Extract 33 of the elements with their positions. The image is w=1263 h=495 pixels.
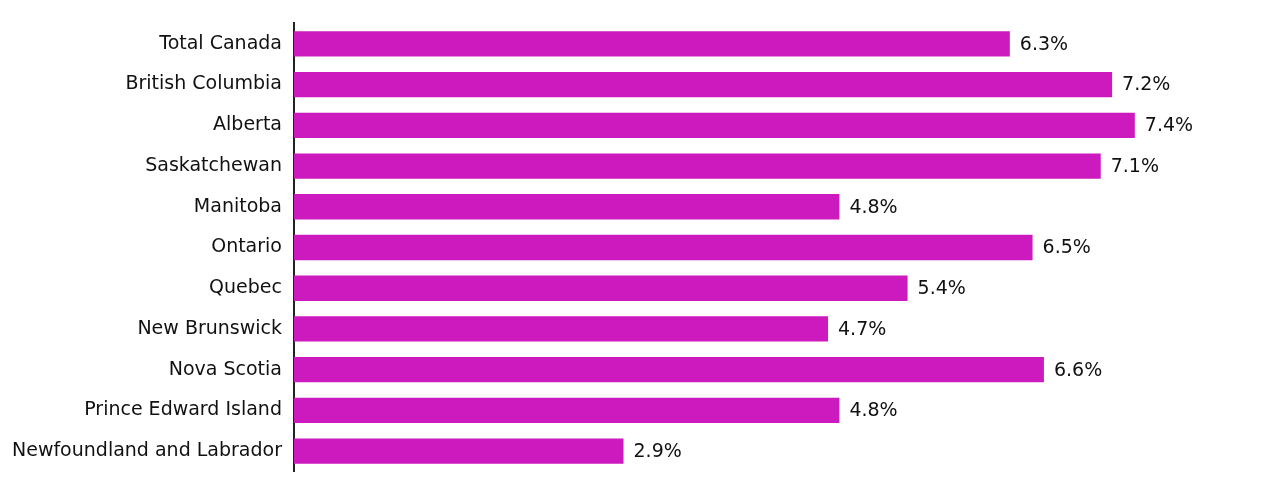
bar	[293, 397, 840, 424]
bar	[293, 357, 1044, 383]
bar	[293, 112, 1135, 138]
data-label: 4.7%	[838, 316, 887, 339]
data-label: 7.1%	[1110, 153, 1160, 176]
y-tick-label: Ontario	[211, 234, 282, 257]
y-tick-label: Total Canada	[158, 30, 282, 53]
y-tick-label: New Brunswick	[137, 315, 282, 338]
data-label: 6.5%	[1042, 235, 1091, 258]
bar	[293, 31, 1010, 57]
data-label: 4.8%	[849, 398, 898, 421]
bar	[293, 71, 1113, 98]
bar	[293, 194, 840, 220]
data-label: 2.9%	[633, 439, 682, 462]
data-label: 6.6%	[1053, 357, 1103, 380]
data-label: 7.4%	[1144, 113, 1194, 136]
y-tick-label: Prince Edward Island	[84, 397, 282, 420]
data-label: 7.2%	[1122, 72, 1171, 95]
bar	[293, 316, 829, 342]
data-label: 4.8%	[849, 194, 898, 217]
y-tick-label: Saskatchewan	[145, 152, 282, 175]
y-tick-label: Newfoundland and Labrador	[11, 438, 283, 461]
bar	[293, 234, 1033, 261]
bar	[293, 275, 908, 301]
y-tick-label: Alberta	[213, 112, 282, 135]
y-tick-label: British Columbia	[125, 71, 282, 94]
bar	[293, 438, 624, 464]
data-label: 6.3%	[1019, 31, 1069, 54]
bar	[293, 153, 1101, 179]
y-tick-label: Quebec	[209, 275, 282, 298]
y-tick-label: Nova Scotia	[168, 356, 282, 379]
data-label: 5.4%	[917, 276, 966, 299]
y-tick-label: Manitoba	[193, 193, 282, 216]
